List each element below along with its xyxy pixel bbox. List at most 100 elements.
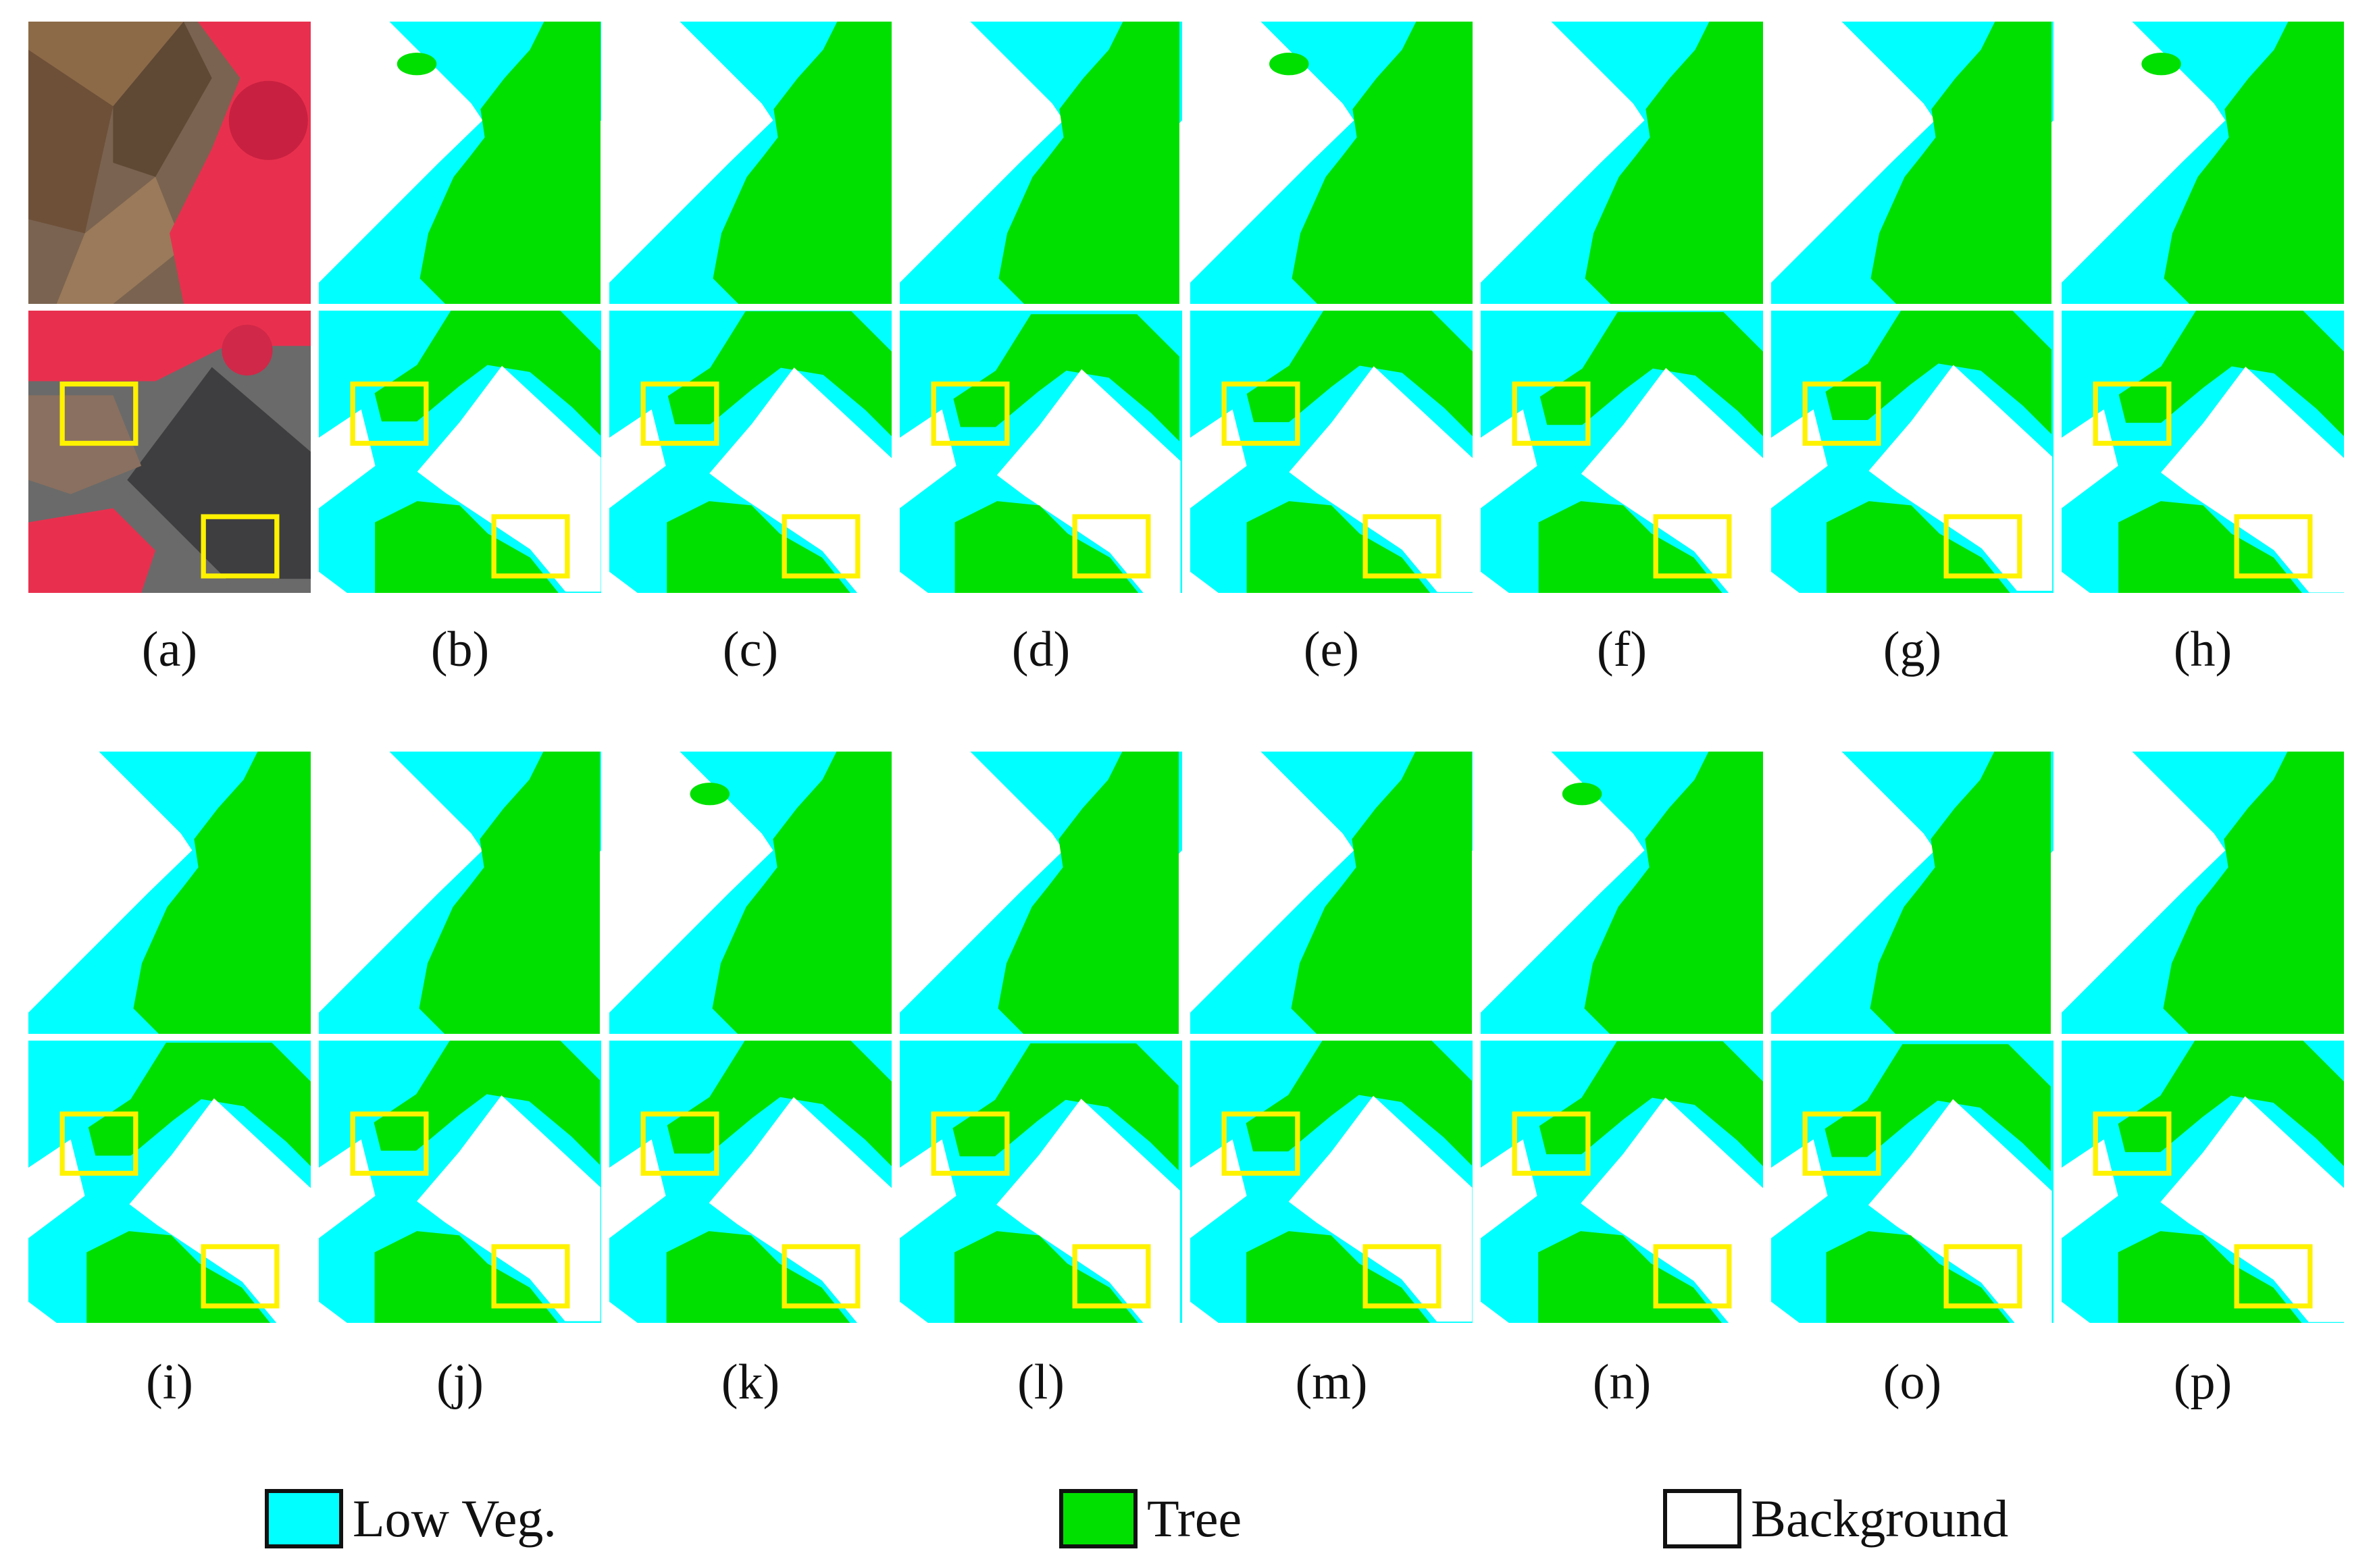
highlight-box: [1221, 382, 1300, 446]
tree-region: [953, 314, 1179, 442]
background-region: [709, 1097, 892, 1323]
panel-caption-n: (n): [1592, 1355, 1652, 1410]
tree-region: [1246, 311, 1473, 437]
tree-crown: [222, 324, 273, 376]
highlight-box: [782, 1244, 861, 1309]
tree-region: [1827, 501, 2010, 593]
panel-c-row2-map: [609, 311, 892, 593]
tree-region: [374, 311, 601, 436]
panel-a-row2: [28, 311, 311, 593]
panel-b-row1-map: [319, 22, 601, 304]
panel-h-row2: [2062, 311, 2344, 593]
background-region: [1771, 571, 1800, 593]
background-region: [417, 1095, 601, 1322]
roof-region: [56, 176, 184, 304]
highlight-box: [350, 382, 429, 446]
panel-a-row1: [28, 22, 311, 304]
panel-m-row2: [1190, 1041, 1473, 1323]
legend-label: Tree: [1147, 1489, 1242, 1548]
tree-region: [133, 752, 311, 1034]
background-region: [1868, 1099, 2052, 1323]
tree-region: [998, 22, 1179, 304]
tree-crown: [228, 80, 308, 160]
panel-c-row2: [609, 311, 892, 593]
background-region: [2062, 409, 2118, 508]
tree-region: [1870, 752, 2051, 1034]
panel-n-row1-map: [1481, 752, 1763, 1034]
panel-g-row2: [1771, 311, 2053, 593]
tree-region: [1826, 1231, 2010, 1323]
highlight-box: [1653, 514, 1732, 579]
background-region: [417, 365, 601, 592]
highlight-box: [1512, 382, 1591, 446]
background-region: [1481, 409, 1537, 508]
background-region: [2062, 1139, 2118, 1238]
background-region: [1771, 27, 1924, 272]
highlight-box: [931, 1112, 1010, 1176]
panel-a-row1-map: [28, 22, 311, 304]
panel-l-row1-map: [900, 752, 1182, 1034]
tree-region: [1584, 752, 1763, 1034]
background-region: [900, 1301, 928, 1323]
highlight-box: [1653, 1244, 1732, 1309]
panel-l-row2-map: [900, 1041, 1182, 1323]
panel-d-row1: [900, 22, 1182, 304]
tree-region: [374, 1231, 559, 1323]
legend-swatch: [1059, 1489, 1138, 1548]
tree-region: [667, 501, 850, 593]
highlight-box: [1512, 1112, 1591, 1176]
tree-region: [2164, 22, 2344, 304]
background-region: [611, 30, 767, 278]
panel-o-row1-map: [1771, 752, 2053, 1034]
background-region: [2062, 1301, 2090, 1323]
panel-caption-g: (g): [1883, 622, 1942, 677]
panel-g-row1: [1771, 22, 2053, 304]
background-region: [319, 1139, 376, 1238]
background-region: [609, 1139, 666, 1238]
panel-b-row2: [319, 311, 601, 593]
panel-caption-o: (o): [1883, 1355, 1942, 1410]
panel-c-row1-map: [609, 22, 892, 304]
background-region: [2160, 1096, 2344, 1322]
tree-fragment: [397, 52, 437, 76]
tree-region: [1825, 1044, 2051, 1172]
background-region: [1483, 760, 1639, 1008]
background-region: [32, 756, 188, 1003]
background-region: [609, 409, 666, 508]
background-region: [319, 758, 473, 1003]
tree-region: [1246, 1041, 1472, 1166]
highlight-box: [1802, 1112, 1881, 1176]
legend-item-1: Tree: [1059, 1489, 1242, 1548]
panel-p-row1: [2062, 752, 2344, 1034]
tree-region: [2163, 752, 2344, 1034]
panel-g-row1-map: [1771, 22, 2053, 304]
background-region: [2160, 366, 2344, 593]
highlight-box: [640, 1112, 719, 1176]
background-region: [1484, 31, 1639, 279]
background-region: [28, 1301, 57, 1323]
background-region: [1481, 571, 1509, 593]
tree-region: [1539, 312, 1763, 437]
highlight-box: [1072, 514, 1151, 579]
tree-region: [1246, 501, 1431, 593]
tree-region: [1538, 501, 1723, 593]
tree-region: [1539, 1041, 1763, 1167]
tree-region: [2118, 501, 2302, 593]
panel-d-row1-map: [900, 22, 1182, 304]
legend-item-0: Low Veg.: [265, 1489, 557, 1548]
panel-i-row1-map: [28, 752, 311, 1034]
panel-caption-h: (h): [2173, 622, 2232, 677]
background-region: [1581, 367, 1763, 593]
tree-region: [2118, 1041, 2344, 1167]
background-region: [900, 756, 1051, 999]
tree-region: [998, 752, 1179, 1034]
tree-region: [419, 752, 600, 1034]
panel-h-row1: [2062, 22, 2344, 304]
panel-j-row1-map: [319, 752, 601, 1034]
background-region: [1771, 409, 1828, 508]
tree-region: [667, 311, 892, 437]
panel-j-row2: [319, 1041, 601, 1323]
background-region: [900, 571, 928, 593]
background-region: [1581, 1097, 1763, 1323]
background-region: [900, 26, 1052, 271]
